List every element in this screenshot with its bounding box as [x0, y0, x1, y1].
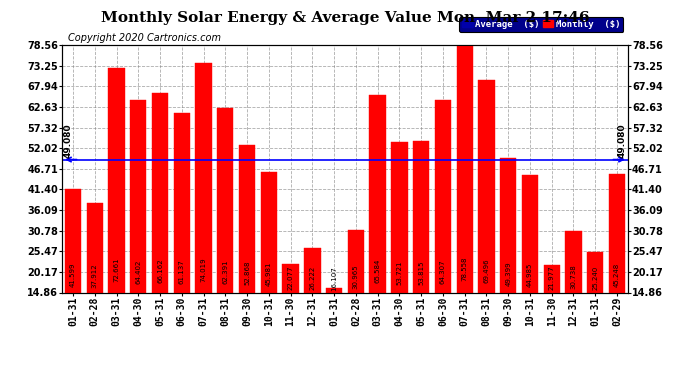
Bar: [174, 113, 190, 350]
Bar: [457, 45, 473, 350]
Text: 65.584: 65.584: [375, 259, 381, 284]
Text: Monthly Solar Energy & Average Value Mon  Mar 2 17:46: Monthly Solar Energy & Average Value Mon…: [101, 11, 589, 25]
Bar: [413, 141, 429, 350]
Text: 49.080: 49.080: [618, 123, 627, 158]
Text: 16.107: 16.107: [331, 266, 337, 291]
Bar: [435, 100, 451, 350]
Text: 62.391: 62.391: [222, 260, 228, 284]
Bar: [478, 80, 495, 350]
Bar: [500, 158, 516, 350]
Text: 26.222: 26.222: [309, 266, 315, 290]
Text: 49.080: 49.080: [63, 123, 72, 158]
Bar: [195, 63, 212, 350]
Text: 45.248: 45.248: [614, 262, 620, 286]
Bar: [152, 93, 168, 350]
Bar: [239, 145, 255, 350]
Bar: [86, 203, 103, 350]
Text: 52.868: 52.868: [244, 261, 250, 285]
Text: 49.399: 49.399: [505, 261, 511, 286]
Bar: [326, 288, 342, 350]
Legend: Average  ($), Monthly  ($): Average ($), Monthly ($): [459, 17, 623, 32]
Text: 37.912: 37.912: [92, 263, 98, 288]
Text: 21.977: 21.977: [549, 266, 555, 290]
Bar: [348, 230, 364, 350]
Text: 41.599: 41.599: [70, 262, 76, 287]
Bar: [544, 265, 560, 350]
Bar: [217, 108, 233, 350]
Bar: [369, 95, 386, 350]
Text: 22.077: 22.077: [288, 266, 294, 290]
Text: 69.496: 69.496: [484, 258, 489, 283]
Bar: [391, 141, 408, 350]
Text: 44.985: 44.985: [527, 262, 533, 286]
Text: 66.162: 66.162: [157, 259, 163, 284]
Bar: [65, 189, 81, 350]
Text: 78.558: 78.558: [462, 257, 468, 281]
Bar: [261, 172, 277, 350]
Bar: [565, 231, 582, 350]
Text: 45.981: 45.981: [266, 262, 272, 286]
Text: 30.965: 30.965: [353, 264, 359, 289]
Bar: [304, 248, 321, 350]
Bar: [282, 264, 299, 350]
Text: 25.240: 25.240: [592, 266, 598, 290]
Text: 74.019: 74.019: [201, 258, 206, 282]
Text: 30.738: 30.738: [571, 264, 577, 289]
Text: 64.307: 64.307: [440, 259, 446, 284]
Bar: [522, 176, 538, 350]
Text: 61.137: 61.137: [179, 260, 185, 284]
Text: Copyright 2020 Cartronics.com: Copyright 2020 Cartronics.com: [68, 33, 221, 42]
Text: 53.721: 53.721: [396, 261, 402, 285]
Bar: [108, 68, 125, 350]
Bar: [609, 174, 625, 350]
Bar: [587, 252, 604, 350]
Text: 64.402: 64.402: [135, 259, 141, 284]
Text: 72.661: 72.661: [113, 258, 119, 282]
Bar: [130, 100, 146, 350]
Text: 53.815: 53.815: [418, 261, 424, 285]
